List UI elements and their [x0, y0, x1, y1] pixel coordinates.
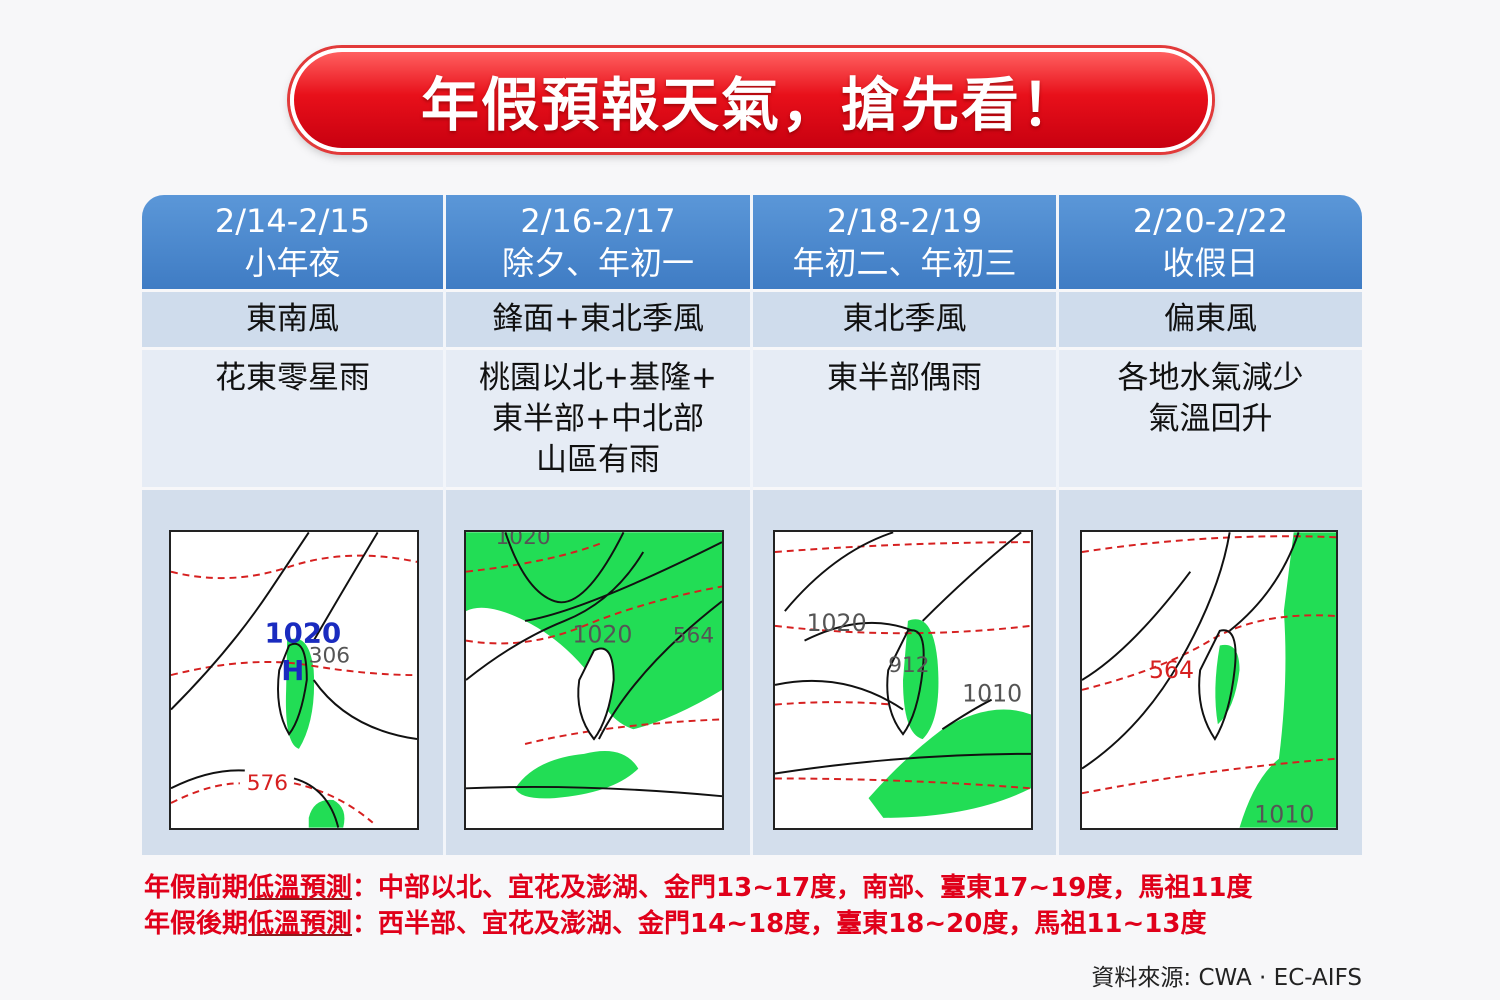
weather-cell: 桃園以北+基隆+ 東半部+中北部 山區有雨: [446, 350, 750, 487]
map-label: 1020: [807, 609, 867, 637]
weather-line: 各地水氣減少: [1117, 360, 1304, 396]
map-label: 306: [309, 643, 350, 668]
note-text: ：中部以北、宜花及澎湖、金門13~17度，南部、臺東17~19度，馬祖11度: [352, 873, 1253, 903]
weather-line: 東半部偶雨: [827, 360, 982, 396]
holiday-name: 小年夜: [244, 244, 341, 282]
column-header: 2/16-2/17 除夕、年初一: [446, 195, 750, 289]
column-header: 2/18-2/19 年初二、年初三: [753, 195, 1056, 289]
map-label: 1010: [1254, 801, 1314, 828]
weather-cell: 東半部偶雨: [753, 350, 1056, 487]
weather-cell: 各地水氣減少 氣溫回升: [1059, 350, 1362, 487]
map-cell: 1020 H 306 576: [142, 490, 443, 855]
column-3: 2/18-2/19 年初二、年初三 東北季風 東半部偶雨 1020 912 101…: [753, 195, 1056, 855]
map-label: 564: [1149, 656, 1194, 684]
weather-map: 564 1010: [1080, 530, 1338, 830]
map-label: 912: [888, 653, 929, 678]
column-header: 2/20-2/22 收假日: [1059, 195, 1362, 289]
map-label: 1020: [496, 532, 551, 550]
date-range: 2/16-2/17: [520, 202, 676, 240]
weather-map: 1020 H 306 576: [169, 530, 419, 830]
map-label: 564: [673, 624, 714, 649]
column-header: 2/14-2/15 小年夜: [142, 195, 443, 289]
holiday-name: 收假日: [1162, 244, 1259, 282]
map-label: 576: [247, 771, 288, 796]
weather-line: 山區有雨: [536, 442, 660, 478]
map-label: 1010: [962, 680, 1022, 708]
note-key: 低溫預測: [248, 909, 353, 939]
wind-cell: 鋒面+東北季風: [446, 292, 750, 347]
date-range: 2/18-2/19: [826, 202, 983, 240]
holiday-name: 年初二、年初三: [792, 244, 1017, 282]
column-2: 2/16-2/17 除夕、年初一 鋒面+東北季風 桃園以北+基隆+ 東半部+中北部山…: [446, 195, 750, 855]
note-line-early: 年假前期低溫預測：中部以北、宜花及澎湖、金門13~17度，南部、臺東17~19度…: [144, 870, 1253, 906]
weather-line: 桃園以北+基隆+: [479, 360, 717, 396]
column-4: 2/20-2/22 收假日 偏東風 各地水氣減少 氣溫回升 564 1010: [1059, 195, 1362, 855]
data-source: 資料來源: CWA · EC-AIFS: [1091, 965, 1362, 991]
forecast-table: 2/14-2/15 小年夜 東南風 花東零星雨 1020 H 306 576: [142, 195, 1362, 855]
weather-map: 1020 912 1010: [773, 530, 1033, 830]
wind-cell: 東南風: [142, 292, 443, 347]
map-label: H: [281, 655, 304, 687]
map-cell: 564 1010: [1059, 490, 1362, 855]
note-prefix: 年假前期: [144, 873, 249, 903]
map-cell: 1020 1020 564: [446, 490, 750, 855]
weather-cell: 花東零星雨: [142, 350, 443, 487]
holiday-name: 除夕、年初一: [501, 244, 694, 282]
weather-line: 花東零星雨: [215, 360, 370, 396]
low-temperature-notes: 年假前期低溫預測：中部以北、宜花及澎湖、金門13~17度，南部、臺東17~19度…: [144, 870, 1253, 942]
note-prefix: 年假後期: [144, 909, 249, 939]
note-text: ：西半部、宜花及澎湖、金門14~18度，臺東18~20度，馬祖11~13度: [352, 909, 1207, 939]
note-line-late: 年假後期低溫預測：西半部、宜花及澎湖、金門14~18度，臺東18~20度，馬祖1…: [144, 906, 1253, 942]
weather-line: 氣溫回升: [1148, 401, 1273, 437]
note-key: 低溫預測: [248, 873, 353, 903]
weather-map: 1020 1020 564: [464, 530, 724, 830]
date-range: 2/20-2/22: [1132, 202, 1289, 240]
map-cell: 1020 912 1010: [753, 490, 1056, 855]
wind-cell: 東北季風: [753, 292, 1056, 347]
map-label: 1020: [572, 621, 632, 649]
column-1: 2/14-2/15 小年夜 東南風 花東零星雨 1020 H 306 576: [142, 195, 443, 855]
page-title: 年假預報天氣，搶先看！: [290, 48, 1212, 152]
date-range: 2/14-2/15: [214, 202, 371, 240]
map-label: 1020: [264, 618, 341, 650]
wind-cell: 偏東風: [1059, 292, 1362, 347]
weather-line: 東半部+中北部: [492, 401, 704, 437]
